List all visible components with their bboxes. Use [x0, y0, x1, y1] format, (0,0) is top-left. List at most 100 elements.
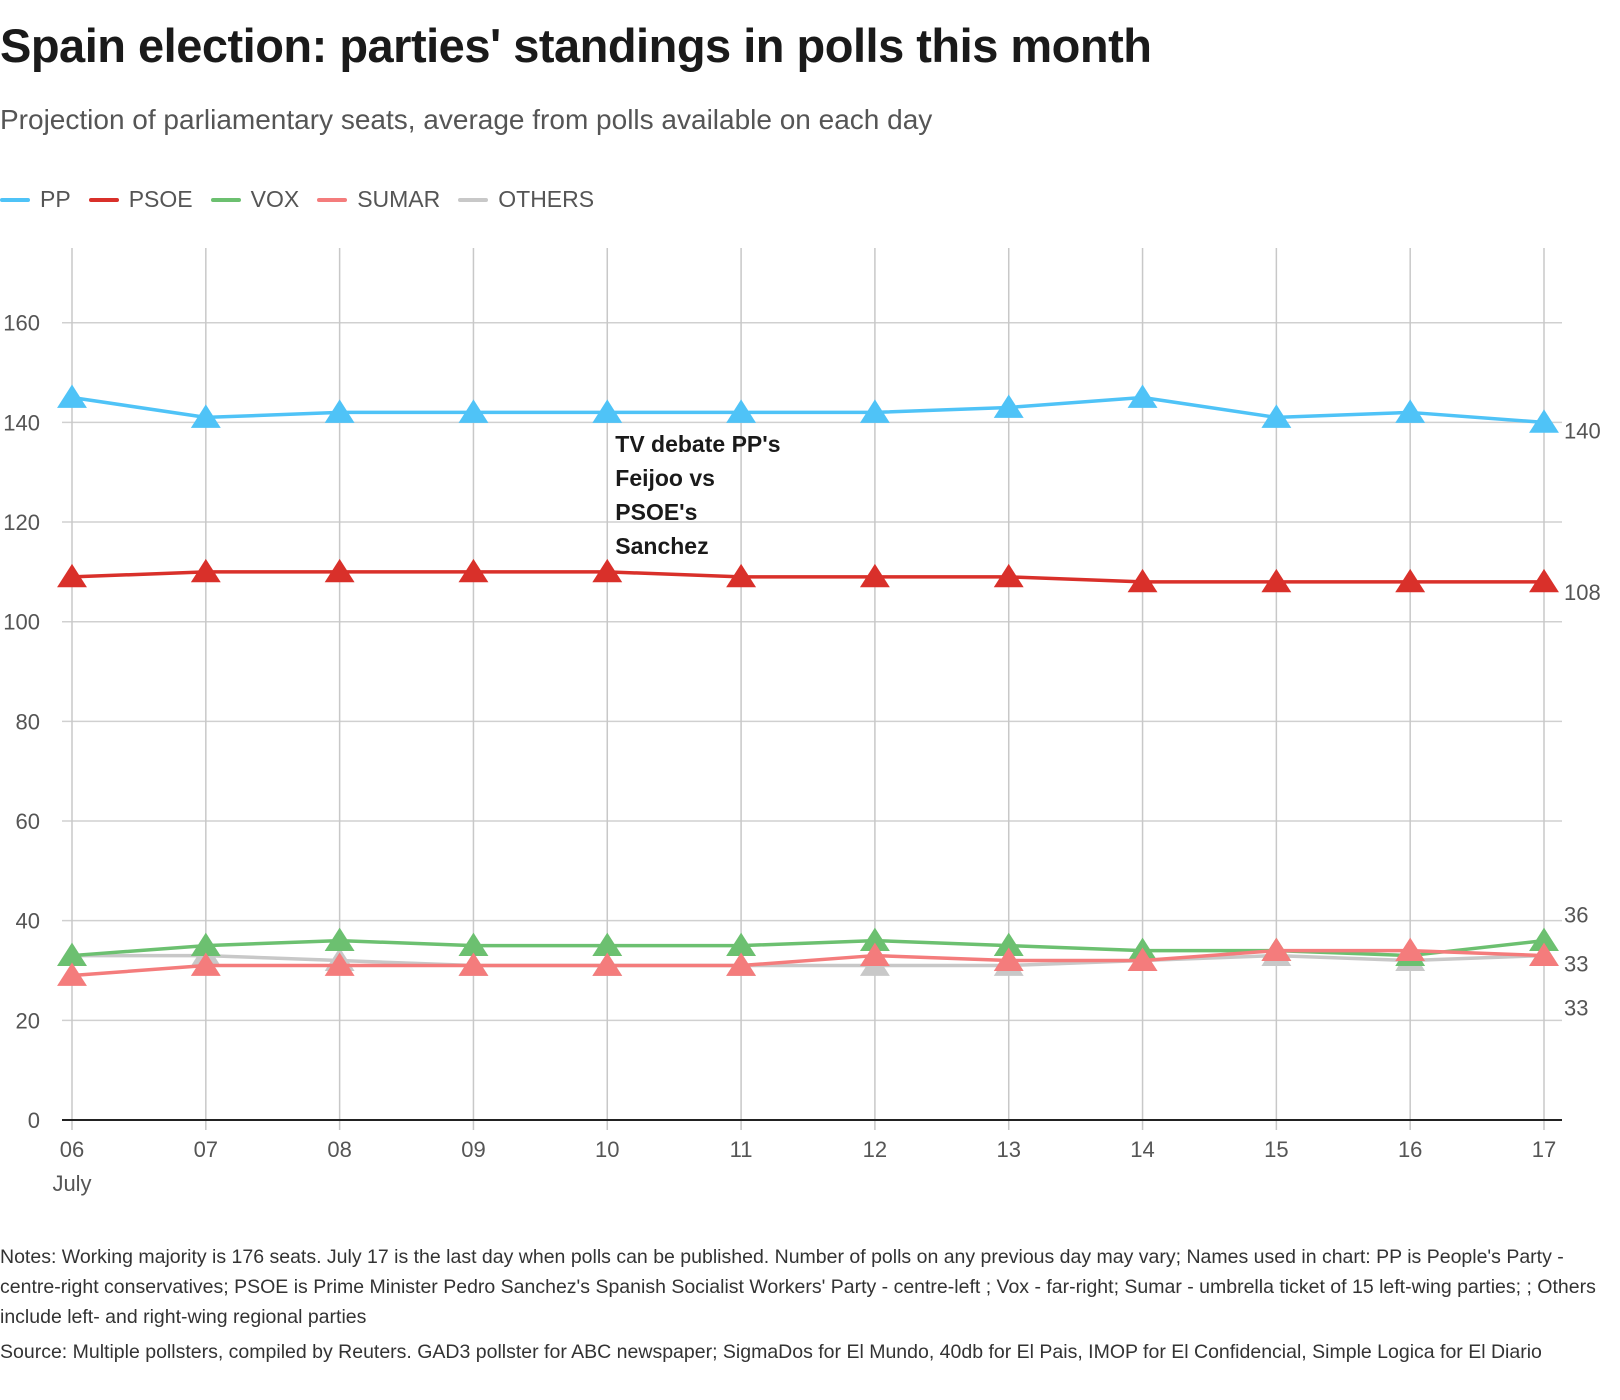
marker-pp: [1395, 399, 1426, 423]
marker-psoe: [859, 563, 890, 588]
marker-vox: [1529, 927, 1559, 952]
marker-psoe: [1529, 568, 1559, 593]
chart-subtitle: Projection of parliamentary seats, avera…: [0, 104, 933, 135]
end-label-pp: 140: [1564, 418, 1601, 443]
marker-psoe: [324, 558, 355, 583]
legend-item-pp: PP: [0, 186, 71, 213]
y-tick-label: 100: [3, 610, 40, 635]
legend-label-pp: PP: [40, 186, 71, 212]
annotation-line: Sanchez: [615, 533, 708, 559]
marker-psoe: [1127, 568, 1158, 593]
marker-sumar: [1395, 937, 1426, 961]
end-label-sumar: 33: [1564, 952, 1588, 977]
y-tick-label: 20: [16, 1008, 40, 1033]
marker-pp: [993, 394, 1024, 418]
marker-vox: [859, 927, 890, 952]
y-tick-label: 0: [28, 1108, 40, 1133]
marker-psoe: [190, 558, 221, 583]
grid: [62, 248, 1562, 1130]
legend: PP PSOE VOX SUMAR OTHERS: [0, 186, 612, 213]
x-tick-label: 06: [60, 1137, 84, 1162]
marker-vox: [993, 932, 1024, 956]
series-layer: [57, 384, 1559, 986]
x-tick-label: 09: [461, 1137, 485, 1162]
marker-psoe: [993, 563, 1024, 588]
marker-sumar: [1127, 947, 1158, 971]
x-tick-label: 14: [1130, 1137, 1154, 1162]
x-tick-label: 07: [194, 1137, 218, 1162]
x-tick-label: 10: [595, 1137, 619, 1162]
chart-notes: Notes: Working majority is 176 seats. Ju…: [0, 1246, 1596, 1328]
marker-sumar: [1261, 937, 1292, 961]
legend-item-psoe: PSOE: [88, 186, 193, 213]
series-line-pp: [71, 395, 1545, 425]
marker-vox: [57, 942, 87, 966]
end-label-psoe: 108: [1564, 580, 1601, 605]
legend-swatch-pp: [0, 197, 30, 202]
marker-sumar: [324, 952, 355, 976]
marker-sumar: [859, 942, 890, 966]
y-tick-label: 140: [3, 410, 40, 435]
legend-swatch-others: [458, 197, 489, 202]
marker-psoe: [57, 563, 87, 588]
x-tick-label: 11: [730, 1137, 753, 1162]
marker-vox: [592, 932, 623, 956]
marker-psoe: [592, 558, 623, 583]
marker-pp: [458, 399, 489, 423]
marker-pp: [859, 399, 890, 423]
marker-pp: [1261, 404, 1292, 428]
annotation-line: TV debate PP's: [615, 431, 780, 457]
marker-vox: [324, 927, 355, 952]
marker-psoe: [1395, 568, 1426, 593]
legend-item-vox: VOX: [210, 186, 300, 213]
marker-psoe: [726, 563, 757, 588]
y-tick-label: 160: [3, 311, 40, 336]
marker-pp: [592, 399, 623, 423]
marker-vox: [726, 932, 757, 956]
marker-vox: [190, 932, 221, 956]
legend-item-sumar: SUMAR: [317, 186, 440, 213]
marker-sumar: [458, 952, 489, 976]
y-tick-label: 60: [16, 809, 40, 834]
legend-label-psoe: PSOE: [128, 186, 193, 212]
legend-swatch-psoe: [88, 197, 119, 202]
annotation: TV debate PP's Feijoo vs PSOE's Sanchez: [615, 431, 780, 559]
y-tick-label: 120: [3, 510, 40, 535]
series-line-vox: [71, 938, 1545, 958]
marker-pp: [57, 384, 87, 408]
x-tick-label: 15: [1264, 1137, 1288, 1162]
legend-label-vox: VOX: [250, 186, 300, 212]
legend-swatch-vox: [210, 197, 241, 202]
marker-sumar: [57, 962, 87, 986]
end-labels: 33 36 33 108 140: [1564, 418, 1601, 1020]
series-line-sumar: [71, 948, 1545, 978]
marker-sumar: [1529, 942, 1559, 966]
annotation-line: Feijoo vs: [615, 465, 715, 491]
annotation-line: PSOE's: [615, 499, 697, 525]
marker-psoe: [1261, 568, 1292, 593]
legend-swatch-sumar: [317, 197, 348, 202]
axes: 0 20 40 60 80 100 120 140 160 06 07 08 09 10 11 12 13 14 1…: [3, 311, 1562, 1196]
legend-label-others: OTHERS: [498, 186, 595, 212]
marker-psoe: [458, 558, 489, 583]
marker-sumar: [190, 952, 221, 976]
end-label-others: 33: [1564, 996, 1588, 1021]
x-tick-label: 17: [1532, 1137, 1556, 1162]
marker-sumar: [993, 947, 1024, 971]
y-tick-label: 40: [16, 909, 40, 934]
marker-pp: [726, 399, 757, 423]
x-tick-label: 13: [996, 1137, 1020, 1162]
chart-source: Source: Multiple pollsters, compiled by …: [0, 1341, 1542, 1363]
legend-item-others: OTHERS: [458, 186, 594, 213]
marker-sumar: [592, 952, 623, 976]
x-tick-sublabel: July: [52, 1171, 91, 1196]
series-line-others: [72, 953, 1545, 968]
marker-pp: [1127, 384, 1158, 408]
x-tick-label: 16: [1398, 1137, 1422, 1162]
marker-pp: [1529, 409, 1559, 433]
marker-sumar: [726, 952, 757, 976]
x-tick-label: 12: [863, 1137, 887, 1162]
marker-vox: [458, 932, 489, 956]
line-chart: 0 20 40 60 80 100 120 140 160 06 07 08 09 10 11 12 13 14 1…: [3, 248, 1601, 1196]
legend-label-sumar: SUMAR: [357, 186, 441, 212]
